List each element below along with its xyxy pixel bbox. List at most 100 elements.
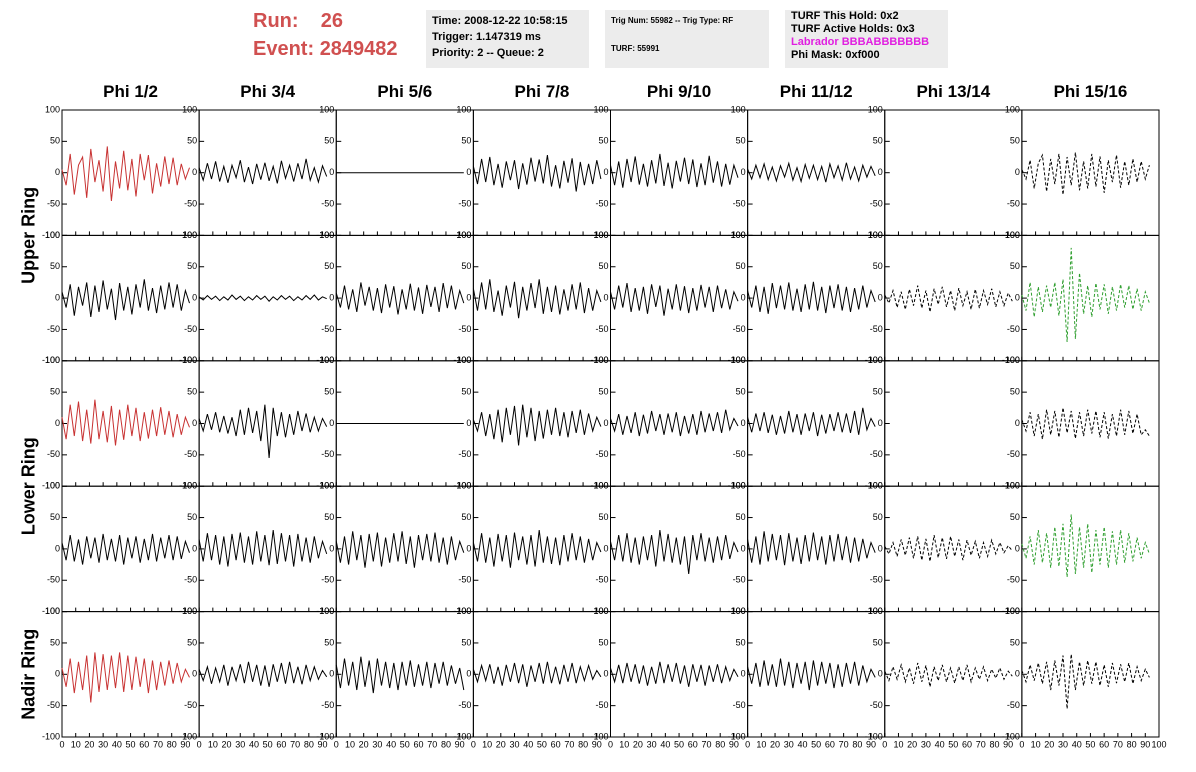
y-tick-label: -50	[595, 700, 608, 710]
y-tick-label: 0	[329, 418, 334, 428]
waveform	[747, 407, 876, 437]
y-tick-label: 100	[731, 481, 746, 491]
y-tick-label: -100	[179, 731, 197, 741]
x-tick-label: 30	[372, 739, 382, 749]
y-tick-label: 100	[319, 481, 334, 491]
waveform	[198, 404, 328, 459]
y-tick-label: 100	[182, 230, 197, 240]
waveform	[472, 155, 602, 192]
y-tick-label: 0	[603, 669, 608, 679]
y-tick-label: 50	[50, 512, 60, 522]
y-tick-label: 0	[878, 543, 883, 553]
panel-frame	[61, 234, 200, 362]
waveform	[610, 153, 739, 189]
y-tick-label: 0	[329, 292, 334, 302]
x-tick-label: 70	[153, 739, 163, 749]
x-tick-label: 70	[839, 739, 849, 749]
y-tick-label: 50	[873, 136, 883, 146]
y-tick-label: -50	[1007, 449, 1020, 459]
x-tick-label: 60	[276, 739, 286, 749]
x-tick-label: 80	[441, 739, 451, 749]
y-tick-label: -50	[595, 198, 608, 208]
y-tick-label: 50	[50, 387, 60, 397]
y-tick-label: 0	[55, 292, 60, 302]
x-tick-label: 20	[907, 739, 917, 749]
panel-frame	[61, 485, 200, 613]
y-tick-label: 0	[878, 669, 883, 679]
x-tick-label: 0	[745, 739, 750, 749]
y-tick-label: 100	[45, 606, 60, 616]
y-tick-label: 100	[593, 104, 608, 114]
y-tick-label: 50	[873, 637, 883, 647]
y-tick-label: 100	[593, 606, 608, 616]
y-tick-label: 0	[55, 418, 60, 428]
column-title: Phi 15/16	[1054, 82, 1128, 101]
x-tick-label: 90	[729, 739, 739, 749]
x-tick-label: 40	[386, 739, 396, 749]
y-tick-label: 50	[598, 136, 608, 146]
y-tick-label: -100	[453, 355, 471, 365]
x-tick-label: 60	[551, 739, 561, 749]
x-tick-label: 0	[471, 739, 476, 749]
ring-label: Upper Ring	[19, 187, 39, 284]
y-tick-label: 0	[192, 167, 197, 177]
x-tick-label: 0	[197, 739, 202, 749]
y-tick-label: 0	[741, 543, 746, 553]
x-tick-label: 90	[866, 739, 876, 749]
y-tick-label: 0	[1015, 167, 1020, 177]
x-tick-label: 0	[59, 739, 64, 749]
panel-frame	[747, 360, 886, 487]
waveform	[1021, 152, 1150, 195]
waveform	[747, 281, 876, 314]
x-tick-label: 40	[1072, 739, 1082, 749]
y-tick-label: 0	[192, 669, 197, 679]
x-tick-label: 10	[71, 739, 81, 749]
x-tick-label: 10	[345, 739, 355, 749]
y-tick-label: 100	[593, 230, 608, 240]
y-tick-label: -50	[47, 575, 60, 585]
y-tick-label: -100	[316, 731, 334, 741]
y-tick-label: 50	[736, 136, 746, 146]
y-tick-label: -100	[453, 481, 471, 491]
x-tick-label: 60	[688, 739, 698, 749]
column-title: Phi 3/4	[240, 82, 295, 101]
column-title: Phi 11/12	[780, 82, 853, 101]
x-tick-label: 0	[608, 739, 613, 749]
trig-box: Trig Num: 55982 -- Trig Type: RF TURF: 5…	[605, 10, 769, 68]
y-tick-label: -50	[458, 700, 471, 710]
y-tick-label: -50	[1007, 700, 1020, 710]
x-tick-label: 90	[318, 739, 328, 749]
waveform	[61, 146, 190, 201]
y-tick-label: 100	[731, 355, 746, 365]
x-tick-label: 10	[619, 739, 629, 749]
y-tick-label: -50	[870, 575, 883, 585]
x-tick-label: 20	[84, 739, 94, 749]
waveform	[61, 399, 190, 446]
y-tick-label: -50	[184, 324, 197, 334]
y-tick-label: 0	[192, 543, 197, 553]
y-tick-label: -50	[1007, 324, 1020, 334]
x-tick-label: 40	[935, 739, 945, 749]
info-line: Phi Mask: 0xf000	[791, 49, 880, 61]
info-line: Labrador BBBABBBBBBB	[791, 36, 930, 48]
y-tick-label: 50	[324, 512, 334, 522]
panel-frame	[610, 611, 749, 738]
y-tick-label: -100	[453, 230, 471, 240]
waveform	[472, 661, 602, 687]
y-tick-label: -100	[1002, 355, 1020, 365]
panel-frame	[472, 360, 611, 487]
y-tick-label: 50	[736, 512, 746, 522]
run-value: 26	[320, 10, 344, 32]
waveform	[884, 662, 1013, 687]
y-tick-label: 100	[456, 606, 471, 616]
info-line: TURF: 55991	[611, 44, 660, 53]
x-tick-label: 10	[756, 739, 766, 749]
y-tick-label: -100	[728, 230, 746, 240]
y-tick-label: -50	[321, 198, 334, 208]
y-tick-label: 50	[873, 261, 883, 271]
y-tick-label: -50	[458, 449, 471, 459]
waveform	[747, 161, 876, 184]
y-tick-label: 0	[1015, 418, 1020, 428]
